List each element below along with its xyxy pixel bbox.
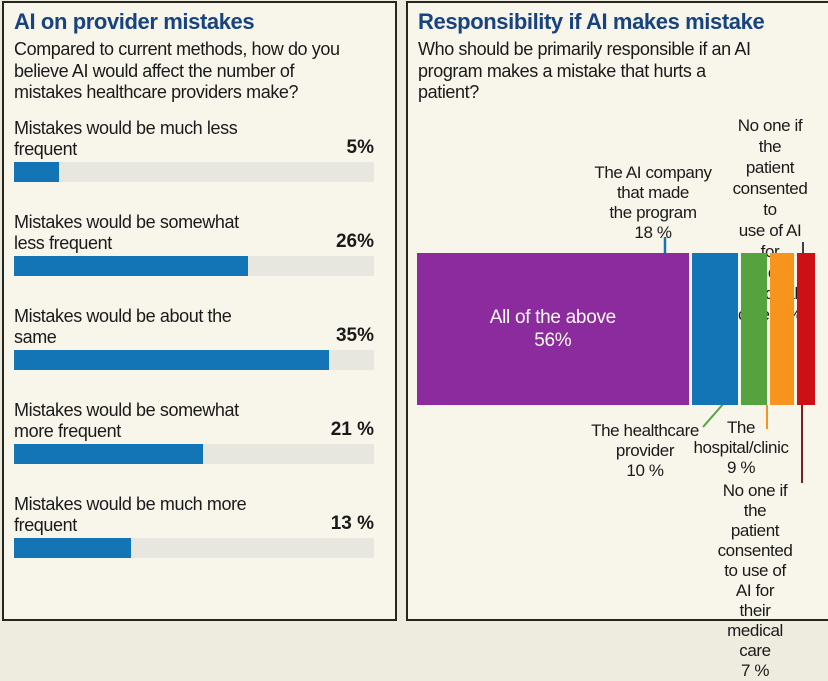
bar-value: 5% xyxy=(346,136,374,158)
callout-healthcare-provider: The healthcare provider 10 % xyxy=(591,421,699,480)
left-panel-subtitle: Compared to current methods, how do you … xyxy=(14,39,340,102)
bar-track xyxy=(14,349,374,370)
callout-ai-company: The AI company that made the program 18 … xyxy=(594,163,712,242)
right-panel-responsibility: Responsibility if AI makes mistake Who s… xyxy=(406,1,828,680)
bar-fill xyxy=(14,161,59,182)
left-panel-ai-on-provider-mistakes: AI on provider mistakes Compared to curr… xyxy=(2,1,397,621)
bar-track xyxy=(14,443,374,464)
bar-track xyxy=(14,161,374,182)
right-panel-subtitle: Who should be primarily responsible if a… xyxy=(418,39,751,102)
bar-row-much-less-frequent: Mistakes would be much less frequent 5% xyxy=(14,118,374,182)
bar-value: 35% xyxy=(335,324,374,346)
bar-fill xyxy=(14,349,329,370)
bar-row-much-more-frequent: Mistakes would be much more frequent 13 … xyxy=(14,494,374,558)
bar-row-somewhat-less-frequent: Mistakes would be somewhat less frequent… xyxy=(14,212,374,276)
bar-value: 26% xyxy=(335,230,374,252)
bar-label: Mistakes would be much more frequent xyxy=(14,493,247,535)
bar-fill xyxy=(14,537,131,558)
bar-track xyxy=(14,537,374,558)
bar-chart-rows: Mistakes would be much less frequent 5% … xyxy=(14,118,374,558)
bar-label: Mistakes would be much less frequent xyxy=(14,117,238,159)
stacked-bar: All of the above 56% xyxy=(417,253,816,405)
bar-track xyxy=(14,255,374,276)
segment-no-one xyxy=(796,253,816,405)
bar-label: Mistakes would be about the same xyxy=(14,305,232,347)
segment-healthcare-provider xyxy=(741,253,768,405)
segment-hospital-clinic xyxy=(770,253,794,405)
bar-fill xyxy=(14,255,248,276)
right-panel-title: Responsibility if AI makes mistake xyxy=(418,9,765,34)
segment-inner-label: All of the above 56% xyxy=(489,307,616,351)
bar-fill xyxy=(14,443,203,464)
segment-all-of-the-above: All of the above 56% xyxy=(417,253,689,405)
segment-ai-company xyxy=(691,253,739,405)
bar-value: 21 % xyxy=(330,418,374,440)
callout-no-one-bottom: No one if the patient consented to use o… xyxy=(717,481,793,680)
bar-label: Mistakes would be somewhat less frequent xyxy=(14,211,239,253)
left-panel-title: AI on provider mistakes xyxy=(14,9,255,34)
bar-row-somewhat-more-frequent: Mistakes would be somewhat more frequent… xyxy=(14,400,374,464)
bar-row-about-the-same: Mistakes would be about the same 35% xyxy=(14,306,374,370)
bar-label: Mistakes would be somewhat more frequent xyxy=(14,399,239,441)
bar-value: 13 % xyxy=(330,512,374,534)
callout-hospital-clinic: The hospital/clinic 9 % xyxy=(693,418,789,477)
